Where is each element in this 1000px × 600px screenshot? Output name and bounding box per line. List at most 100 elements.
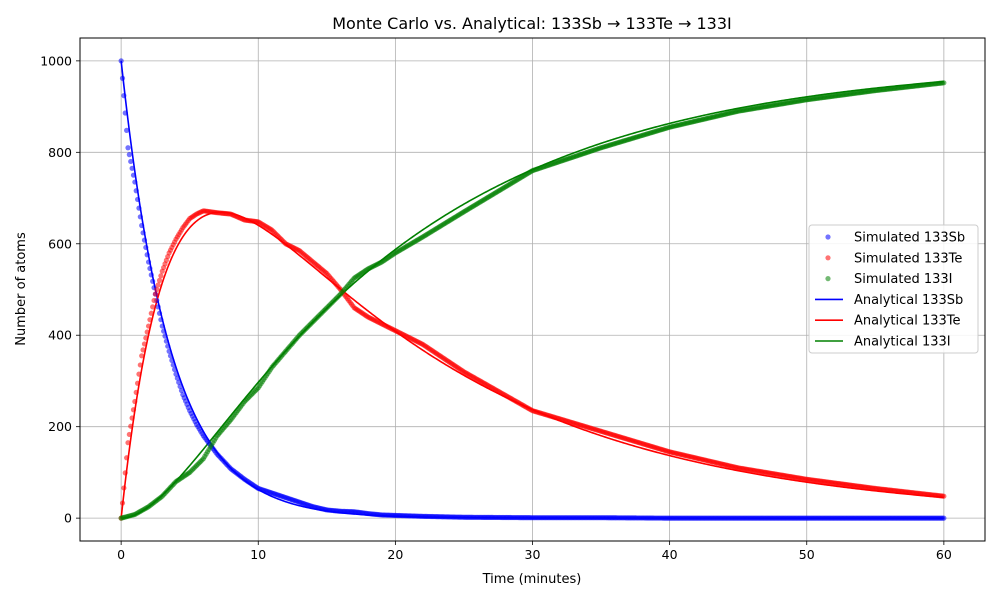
x-tick-label: 0 bbox=[117, 547, 125, 562]
scatter-point bbox=[156, 277, 163, 283]
scatter-point bbox=[128, 158, 134, 165]
x-axis-ticks: 0 10 20 30 40 50 60 bbox=[117, 541, 952, 562]
scatter-point bbox=[140, 230, 146, 236]
scatter-point bbox=[140, 347, 146, 353]
scatter-point bbox=[143, 244, 149, 251]
scatter-point bbox=[130, 172, 137, 178]
scatter-point bbox=[145, 323, 152, 329]
scatter-point bbox=[155, 282, 161, 288]
legend-label: Analytical 133Te bbox=[854, 314, 961, 329]
y-tick-label: 600 bbox=[48, 236, 72, 251]
scatter-point bbox=[177, 383, 183, 390]
scatter-point bbox=[178, 387, 185, 394]
scatter-point bbox=[121, 485, 127, 491]
scatter-point bbox=[165, 343, 171, 349]
scatter-point bbox=[161, 328, 167, 334]
y-axis-label: Number of atoms bbox=[14, 232, 29, 346]
scatter-point bbox=[170, 362, 176, 368]
scatter-point bbox=[147, 265, 153, 272]
plot-area bbox=[118, 58, 947, 521]
scatter-point bbox=[124, 127, 130, 133]
scatter-point bbox=[158, 273, 164, 279]
legend-label: Simulated 133Sb bbox=[854, 231, 965, 246]
scatter-point bbox=[155, 304, 161, 310]
x-tick-label: 50 bbox=[799, 547, 815, 562]
scatter-point bbox=[154, 286, 160, 293]
scatter-point bbox=[134, 196, 141, 203]
scatter-point bbox=[118, 58, 124, 64]
scatter-point bbox=[147, 317, 153, 323]
scatter-point bbox=[136, 205, 142, 211]
scatter-point bbox=[148, 310, 154, 316]
legend-marker bbox=[825, 255, 831, 261]
scatter-point bbox=[133, 389, 139, 395]
y-tick-label: 1000 bbox=[40, 53, 72, 68]
scatter-point bbox=[119, 500, 126, 506]
y-axis-ticks: 0 200 400 600 800 1000 bbox=[40, 53, 80, 526]
legend-marker bbox=[825, 276, 831, 282]
scatter-series bbox=[118, 58, 947, 521]
scatter-point bbox=[139, 353, 145, 359]
scatter-point bbox=[145, 259, 152, 265]
scatter-point bbox=[158, 317, 164, 323]
scatter-point bbox=[166, 348, 172, 354]
scatter-point bbox=[124, 455, 130, 461]
scatter-point bbox=[144, 329, 150, 335]
scatter-point bbox=[139, 222, 145, 229]
scatter-point bbox=[167, 353, 174, 359]
scatter-point bbox=[941, 493, 947, 499]
scatter-point bbox=[134, 380, 141, 386]
legend-label: Analytical 133I bbox=[854, 335, 951, 350]
legend: Simulated 133Sb Simulated 133Te Simulated … bbox=[808, 224, 979, 354]
scatter-point bbox=[144, 252, 150, 258]
y-tick-label: 400 bbox=[48, 328, 72, 343]
legend-marker bbox=[825, 234, 831, 240]
scatter-point bbox=[141, 237, 148, 243]
scatter-point bbox=[163, 338, 169, 344]
scatter-point bbox=[137, 362, 143, 368]
x-tick-label: 60 bbox=[936, 547, 952, 562]
scatter-point bbox=[132, 179, 138, 185]
scatter-point bbox=[125, 440, 131, 446]
scatter-point bbox=[129, 415, 135, 421]
y-tick-label: 800 bbox=[48, 145, 72, 160]
scatter-point bbox=[130, 407, 137, 413]
y-tick-label: 200 bbox=[48, 419, 72, 434]
scatter-point bbox=[173, 371, 179, 377]
scatter-point bbox=[151, 297, 157, 304]
scatter-point bbox=[156, 310, 163, 316]
scatter-point bbox=[128, 423, 134, 429]
scatter-point bbox=[152, 291, 159, 297]
scatter-point bbox=[172, 366, 178, 373]
x-tick-label: 10 bbox=[250, 547, 266, 562]
scatter-point bbox=[122, 470, 128, 476]
legend-label: Simulated 133I bbox=[854, 272, 952, 287]
scatter-point bbox=[148, 272, 154, 278]
scatter-point bbox=[150, 278, 156, 284]
scatter-point bbox=[119, 75, 126, 81]
scatter-point bbox=[126, 152, 132, 158]
scatter-point bbox=[129, 165, 135, 171]
scatter-point bbox=[176, 379, 182, 385]
scatter-point bbox=[136, 371, 142, 377]
scatter-point bbox=[162, 333, 168, 339]
legend-box bbox=[808, 224, 979, 354]
x-tick-label: 20 bbox=[387, 547, 403, 562]
scatter-point bbox=[941, 515, 947, 521]
scatter-point bbox=[126, 431, 132, 438]
scatter-point bbox=[159, 323, 165, 329]
scatter-point bbox=[169, 357, 175, 363]
x-tick-label: 30 bbox=[525, 547, 541, 562]
scatter-point bbox=[125, 145, 131, 151]
scatter-point bbox=[133, 188, 139, 194]
y-tick-label: 0 bbox=[64, 511, 72, 526]
scatter-point bbox=[141, 341, 148, 347]
scatter-point bbox=[174, 375, 180, 381]
scatter-point bbox=[122, 110, 128, 116]
scatter-point bbox=[137, 214, 143, 220]
legend-label: Simulated 133Te bbox=[854, 251, 962, 266]
scatter-point bbox=[941, 80, 947, 86]
x-axis-label: Time (minutes) bbox=[482, 572, 582, 587]
scatter-series bbox=[118, 208, 947, 521]
